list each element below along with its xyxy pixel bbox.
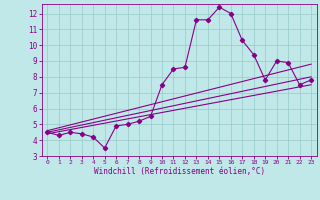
X-axis label: Windchill (Refroidissement éolien,°C): Windchill (Refroidissement éolien,°C) bbox=[94, 167, 265, 176]
